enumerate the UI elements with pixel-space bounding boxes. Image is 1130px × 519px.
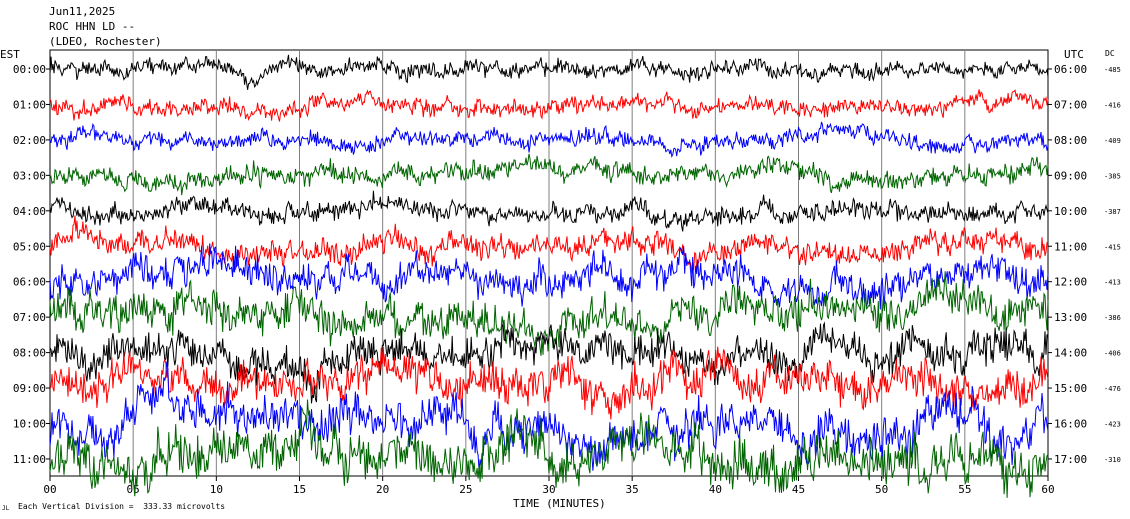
est-hour-label: 05:00 xyxy=(13,240,46,253)
dc-offset-value: -310 xyxy=(1104,456,1121,464)
corner-mark: JL xyxy=(2,505,10,512)
est-axis-label: EST xyxy=(0,48,20,61)
x-tick-label: 55 xyxy=(958,483,971,496)
trace-line xyxy=(49,321,1049,404)
dc-offset-value: -413 xyxy=(1104,279,1121,287)
trace-line xyxy=(49,361,1049,472)
utc-hour-label: 12:00 xyxy=(1054,276,1087,289)
trace-line xyxy=(49,89,1049,122)
est-hour-label: 08:00 xyxy=(13,347,46,360)
utc-hour-label: 09:00 xyxy=(1054,169,1087,182)
dc-column-label: DC xyxy=(1105,49,1115,58)
x-tick-label: 00 xyxy=(43,483,56,496)
est-hour-label: 07:00 xyxy=(13,311,46,324)
trace-line xyxy=(49,243,1049,310)
utc-hour-label: 08:00 xyxy=(1054,134,1087,147)
x-tick-label: 25 xyxy=(459,483,472,496)
utc-hour-label: 17:00 xyxy=(1054,453,1087,466)
utc-hour-label: 16:00 xyxy=(1054,418,1087,431)
est-hour-label: 06:00 xyxy=(13,276,46,289)
utc-hour-label: 07:00 xyxy=(1054,98,1087,111)
trace-line xyxy=(49,54,1049,90)
dc-offset-value: -476 xyxy=(1104,385,1121,393)
utc-hour-label: 06:00 xyxy=(1054,63,1087,76)
utc-hour-label: 15:00 xyxy=(1054,382,1087,395)
x-tick-label: 20 xyxy=(376,483,389,496)
x-tick-label: 10 xyxy=(210,483,223,496)
x-tick-label: 30 xyxy=(542,483,555,496)
utc-axis-label: UTC xyxy=(1064,48,1084,61)
date-label: Jun11,2025 xyxy=(49,5,116,18)
trace-line xyxy=(49,399,1049,498)
trace-line xyxy=(49,121,1049,158)
network-label: (LDEO, Rochester) xyxy=(49,35,162,48)
x-tick-label: 50 xyxy=(875,483,888,496)
est-hour-label: 11:00 xyxy=(13,453,46,466)
est-hour-label: 10:00 xyxy=(13,418,46,431)
trace-line xyxy=(49,346,1049,420)
dc-offset-value: -423 xyxy=(1104,421,1121,429)
x-tick-label: 05 xyxy=(127,483,140,496)
est-hour-label: 01:00 xyxy=(13,98,46,111)
trace-line xyxy=(49,153,1049,196)
x-tick-label: 35 xyxy=(626,483,639,496)
est-hour-label: 00:00 xyxy=(13,63,46,76)
dc-offset-value: -406 xyxy=(1104,350,1121,358)
x-tick-label: 15 xyxy=(293,483,306,496)
dc-offset-value: -409 xyxy=(1104,137,1121,145)
est-hour-label: 04:00 xyxy=(13,205,46,218)
dc-offset-value: -385 xyxy=(1104,172,1121,180)
dc-offset-value: -485 xyxy=(1104,66,1121,74)
est-hour-label: 09:00 xyxy=(13,382,46,395)
utc-hour-label: 14:00 xyxy=(1054,347,1087,360)
x-tick-label: 60 xyxy=(1041,483,1054,496)
scale-note: Each Vertical Division = 333.33 microvol… xyxy=(18,502,226,511)
dc-offset-value: -415 xyxy=(1104,243,1121,251)
x-axis-title: TIME (MINUTES) xyxy=(513,497,606,510)
est-hour-label: 02:00 xyxy=(13,134,46,147)
est-hour-label: 03:00 xyxy=(13,169,46,182)
utc-hour-label: 11:00 xyxy=(1054,240,1087,253)
dc-offset-value: -416 xyxy=(1104,101,1121,109)
station-label: ROC HHN LD -- xyxy=(49,20,136,33)
dc-offset-value: -387 xyxy=(1104,208,1121,216)
trace-line xyxy=(49,190,1049,232)
dc-offset-value: -386 xyxy=(1104,314,1121,322)
utc-hour-label: 13:00 xyxy=(1054,311,1087,324)
x-tick-label: 40 xyxy=(709,483,722,496)
utc-hour-label: 10:00 xyxy=(1054,205,1087,218)
x-tick-label: 45 xyxy=(792,483,805,496)
